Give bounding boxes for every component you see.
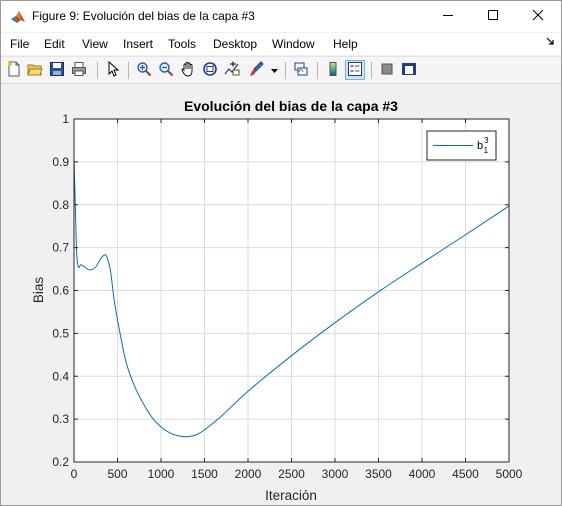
edit-plot-arrow-icon [105, 60, 121, 80]
x-tick-label: 4000 [409, 467, 436, 481]
maximize-button[interactable] [470, 1, 515, 32]
zoom-in-icon [136, 61, 152, 80]
print-button[interactable] [69, 60, 89, 80]
x-tick-label: 500 [107, 467, 127, 481]
legend-entry-subscript: 1 [484, 146, 489, 155]
y-tick-label: 0.3 [52, 412, 69, 426]
menu-view[interactable]: View [82, 37, 108, 51]
close-button[interactable] [515, 1, 560, 32]
pan-hand-icon [180, 61, 196, 80]
link-plot-button[interactable] [291, 60, 311, 80]
minimize-icon [442, 9, 454, 24]
print-icon [71, 61, 87, 80]
figure-toolbar [1, 56, 561, 84]
hide-plot-tools-button[interactable] [377, 60, 397, 80]
y-tick-label: 0.2 [52, 455, 69, 469]
zoom-in-button[interactable] [134, 60, 154, 80]
data-cursor-icon [224, 61, 240, 80]
toolbar-separator [371, 62, 372, 79]
close-icon [532, 9, 544, 24]
brush-icon [248, 60, 264, 80]
toolbar-separator [285, 62, 286, 79]
menu-window[interactable]: Window [272, 37, 315, 51]
y-tick-label: 0.8 [52, 198, 69, 212]
legend-button[interactable] [345, 60, 365, 80]
minimize-button[interactable] [425, 1, 470, 32]
chart-title: Evolución del bias de la capa #3 [184, 98, 398, 114]
menu-bar: File Edit View Insert Tools Desktop Wind… [1, 33, 561, 55]
colorbar-icon [325, 61, 341, 80]
new-figure-icon [6, 61, 22, 80]
x-tick-label: 2500 [278, 467, 305, 481]
toolbar-separator [97, 62, 98, 79]
x-tick-label: 2000 [235, 467, 262, 481]
rotate-3d-button[interactable] [200, 60, 220, 80]
brush-dropdown-button[interactable] [268, 60, 280, 80]
save-icon [49, 61, 65, 80]
legend-entry-superscript: 3 [484, 136, 489, 145]
y-axis-label: Bias [31, 277, 46, 304]
maximize-icon [487, 9, 499, 24]
link-plot-icon [293, 61, 309, 80]
dock-arrow-icon[interactable] [545, 36, 555, 49]
edit-plot-button[interactable] [103, 60, 123, 80]
colorbar-button[interactable] [323, 60, 343, 80]
x-axis-label: Iteración [265, 488, 317, 503]
x-tick-label: 3000 [322, 467, 349, 481]
axis-ticks: 0 500 1000 1500 2000 2500 3000 3500 4000 4500 5000… [52, 112, 522, 481]
legend-icon [347, 61, 363, 80]
y-tick-label: 0.5 [52, 326, 69, 340]
y-tick-label: 1 [62, 112, 69, 126]
y-tick-label: 0.9 [52, 155, 69, 169]
brush-button[interactable] [246, 60, 266, 80]
y-tick-label: 0.4 [52, 369, 69, 383]
chevron-down-icon [270, 63, 278, 77]
grid-lines [74, 119, 509, 462]
menu-tools[interactable]: Tools [168, 37, 197, 51]
x-tick-label: 0 [71, 467, 78, 481]
zoom-out-button[interactable] [156, 60, 176, 80]
pan-button[interactable] [178, 60, 198, 80]
toolbar-separator [128, 62, 129, 79]
x-tick-label: 5000 [496, 467, 523, 481]
show-plot-tools-button[interactable] [399, 60, 419, 80]
legend-entry-base: b [477, 140, 483, 152]
menu-edit[interactable]: Edit [44, 37, 65, 51]
matlab-logo-icon [10, 9, 26, 25]
x-tick-label: 1000 [148, 467, 175, 481]
toolbar-separator [317, 62, 318, 79]
legend-entry-label: b3 1 [477, 136, 489, 155]
menu-file[interactable]: File [10, 37, 30, 51]
zoom-out-icon [158, 61, 174, 80]
save-button[interactable] [47, 60, 67, 80]
show-plot-tools-icon [401, 61, 417, 80]
legend[interactable]: b3 1 [426, 130, 497, 161]
open-file-icon [27, 61, 43, 80]
new-figure-button[interactable] [4, 60, 24, 80]
figure-canvas: 0 500 1000 1500 2000 2500 3000 3500 4000 4500 5000… [1, 85, 561, 505]
menu-insert[interactable]: Insert [123, 37, 154, 51]
x-tick-label: 3500 [365, 467, 392, 481]
series-line-b13[interactable] [73, 157, 510, 438]
title-bar[interactable]: Figure 9: Evolución del bias de la capa … [1, 1, 561, 32]
open-file-button[interactable] [25, 60, 45, 80]
window-title: Figure 9: Evolución del bias de la capa … [32, 9, 255, 23]
x-tick-label: 4500 [452, 467, 479, 481]
hide-plot-tools-icon [379, 61, 395, 80]
y-tick-label: 0.7 [52, 241, 69, 255]
menu-desktop[interactable]: Desktop [213, 37, 258, 51]
line-plot[interactable]: 0 500 1000 1500 2000 2500 3000 3500 4000 4500 5000… [1, 85, 561, 505]
y-tick-label: 0.6 [52, 284, 69, 298]
data-cursor-button[interactable] [222, 60, 242, 80]
menu-help[interactable]: Help [333, 37, 358, 51]
x-tick-label: 1500 [191, 467, 218, 481]
rotate-3d-icon [202, 61, 218, 80]
